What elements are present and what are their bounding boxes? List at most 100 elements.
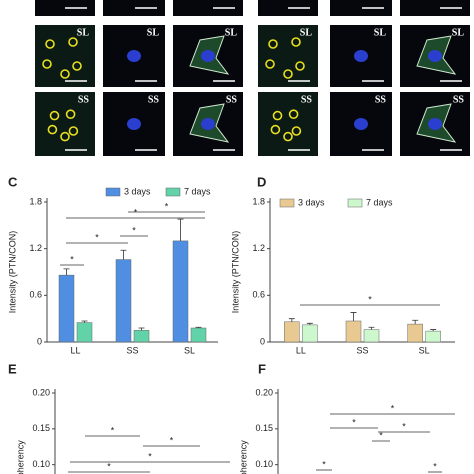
micrograph-label: SS	[301, 94, 313, 105]
x-tick-label: SS	[126, 345, 138, 355]
ring-marker	[68, 37, 78, 47]
nucleus	[127, 118, 141, 130]
error-bar	[412, 319, 419, 325]
legend-label: 7 days	[184, 186, 211, 196]
significance-mark: *	[433, 461, 437, 471]
micrograph-label: SS	[226, 94, 238, 105]
error-bar	[288, 318, 295, 322]
ring-marker	[295, 61, 305, 71]
micrograph	[258, 92, 318, 156]
ring-marker	[42, 59, 52, 69]
ring-marker	[283, 131, 293, 142]
significance-mark: *	[132, 225, 136, 235]
ring-marker	[283, 69, 293, 79]
significance-mark: *	[322, 459, 326, 469]
significance-mark: *	[165, 201, 169, 211]
legend-swatch	[347, 198, 363, 208]
significance-mark: *	[402, 421, 406, 431]
error-bar	[430, 329, 437, 332]
y-axis-label: Coherency	[15, 440, 25, 474]
legend-label: 7 days	[366, 197, 393, 207]
ring-marker	[68, 126, 79, 136]
micrograph	[35, 92, 95, 156]
nucleus	[428, 118, 442, 130]
panel-label: D	[257, 174, 266, 189]
legend-label: 3 days	[124, 186, 151, 196]
y-tick-label: 1.8	[252, 196, 265, 206]
nucleus	[201, 50, 215, 62]
y-tick-label: 0.10	[32, 459, 50, 469]
ring-marker	[270, 124, 281, 135]
y-tick-label: 1.8	[29, 196, 42, 206]
ring-marker	[49, 110, 60, 121]
ring-marker	[45, 39, 55, 49]
error-bar	[368, 326, 375, 330]
nucleus	[428, 50, 442, 62]
ring-marker	[47, 124, 58, 135]
significance-mark: *	[379, 430, 383, 440]
panel-label: F	[258, 361, 266, 376]
panel-label: C	[8, 174, 18, 189]
bar	[172, 240, 189, 343]
y-tick-label: 1.2	[252, 243, 265, 253]
legend-label: 3 days	[298, 197, 325, 207]
micrograph-label: SL	[374, 27, 387, 38]
y-tick-label: 0.6	[252, 290, 265, 300]
nucleus	[201, 118, 215, 130]
ring-marker	[272, 110, 283, 121]
ring-marker	[65, 109, 76, 119]
significance-mark: *	[148, 451, 152, 461]
x-tick-label: SS	[356, 345, 368, 355]
ring-marker	[60, 131, 70, 142]
micrograph-label: SL	[452, 27, 465, 38]
y-tick-label: 0.15	[255, 423, 273, 433]
y-axis-label: Intensity (PTN/CON)	[230, 231, 240, 314]
error-bar	[306, 322, 313, 325]
x-tick-label: SL	[184, 345, 195, 355]
bar	[76, 322, 93, 343]
micrograph	[400, 0, 470, 16]
significance-mark: *	[95, 232, 99, 242]
bar	[133, 330, 150, 343]
ring-marker	[291, 37, 301, 47]
ring-marker	[291, 126, 302, 136]
legend-swatch	[105, 187, 121, 197]
micrograph	[330, 0, 392, 16]
bar	[345, 320, 362, 343]
significance-mark: *	[352, 417, 356, 427]
micrograph-label: SL	[147, 27, 160, 38]
nucleus	[354, 50, 368, 62]
x-tick-label: LL	[70, 345, 80, 355]
micrograph-label: SS	[148, 94, 160, 105]
bar	[58, 274, 75, 343]
micrograph-label: SS	[78, 94, 90, 105]
micrograph-label: SS	[453, 94, 465, 105]
x-tick-label: LL	[296, 345, 306, 355]
micrograph-label: SS	[375, 94, 387, 105]
nucleus	[354, 118, 368, 130]
y-tick-label: 0	[37, 336, 42, 346]
legend-swatch	[279, 198, 295, 208]
bar	[425, 330, 441, 343]
ring-marker	[268, 39, 278, 49]
significance-mark: *	[107, 461, 111, 471]
significance-mark: *	[170, 435, 174, 445]
error-bar	[350, 312, 357, 321]
error-bar	[138, 327, 145, 331]
error-bar	[81, 320, 88, 323]
y-tick-label: 0.6	[29, 290, 42, 300]
y-axis-label: Coherency	[238, 440, 248, 474]
error-bar	[195, 326, 202, 328]
micrograph	[103, 0, 165, 16]
ring-marker	[288, 109, 299, 119]
significance-mark: *	[70, 254, 74, 264]
micrograph	[173, 0, 243, 16]
x-tick-label: SL	[419, 345, 430, 355]
error-bar	[177, 218, 184, 241]
y-tick-label: 1.2	[29, 243, 42, 253]
error-bar	[120, 249, 127, 260]
legend-swatch	[165, 187, 181, 197]
ring-marker	[60, 69, 70, 79]
panel-label: E	[8, 361, 17, 376]
y-tick-label: 0.20	[255, 387, 273, 397]
